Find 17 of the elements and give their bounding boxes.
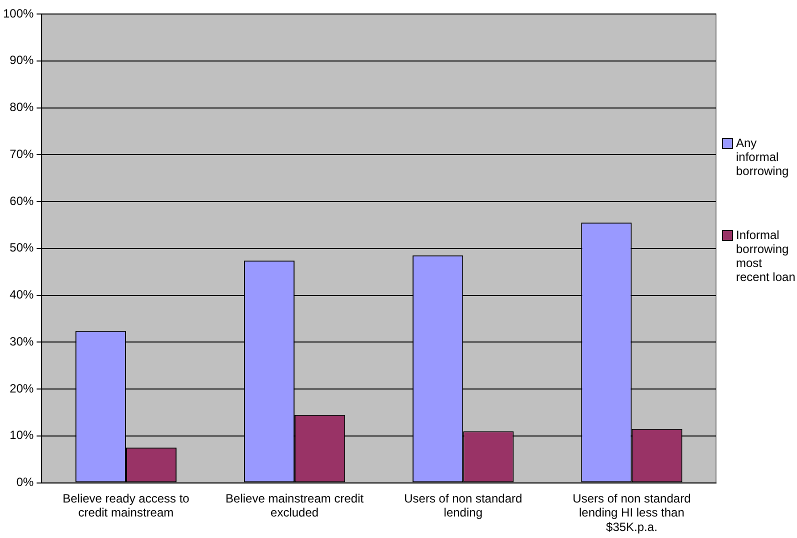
y-tick-label: 40%: [10, 288, 34, 302]
y-tick-label: 80%: [10, 100, 34, 114]
y-tick-label: 90%: [10, 53, 34, 68]
legend-label: Informal borrowing most recent loan: [736, 228, 796, 284]
x-tick-label: Believe mainstream credit excluded: [226, 491, 364, 520]
y-tick-label: 30%: [10, 334, 34, 348]
y-tick-label: 50%: [10, 240, 34, 255]
x-tick-label: Users of non standard lending: [404, 491, 522, 520]
y-tick-label: 60%: [10, 194, 34, 208]
x-tick-label: Believe ready access to credit mainstream: [62, 491, 190, 520]
y-tick-label: 10%: [10, 428, 34, 442]
legend-label: Any informal borrowing: [736, 136, 790, 178]
x-tick-label: Users of non standard lending HI less than $35K.p.a.: [572, 491, 691, 534]
y-tick-label: 70%: [10, 146, 34, 161]
y-tick-label: 20%: [10, 381, 34, 396]
y-tick-label: 0%: [16, 475, 34, 490]
y-tick-label: 100%: [2, 6, 34, 20]
